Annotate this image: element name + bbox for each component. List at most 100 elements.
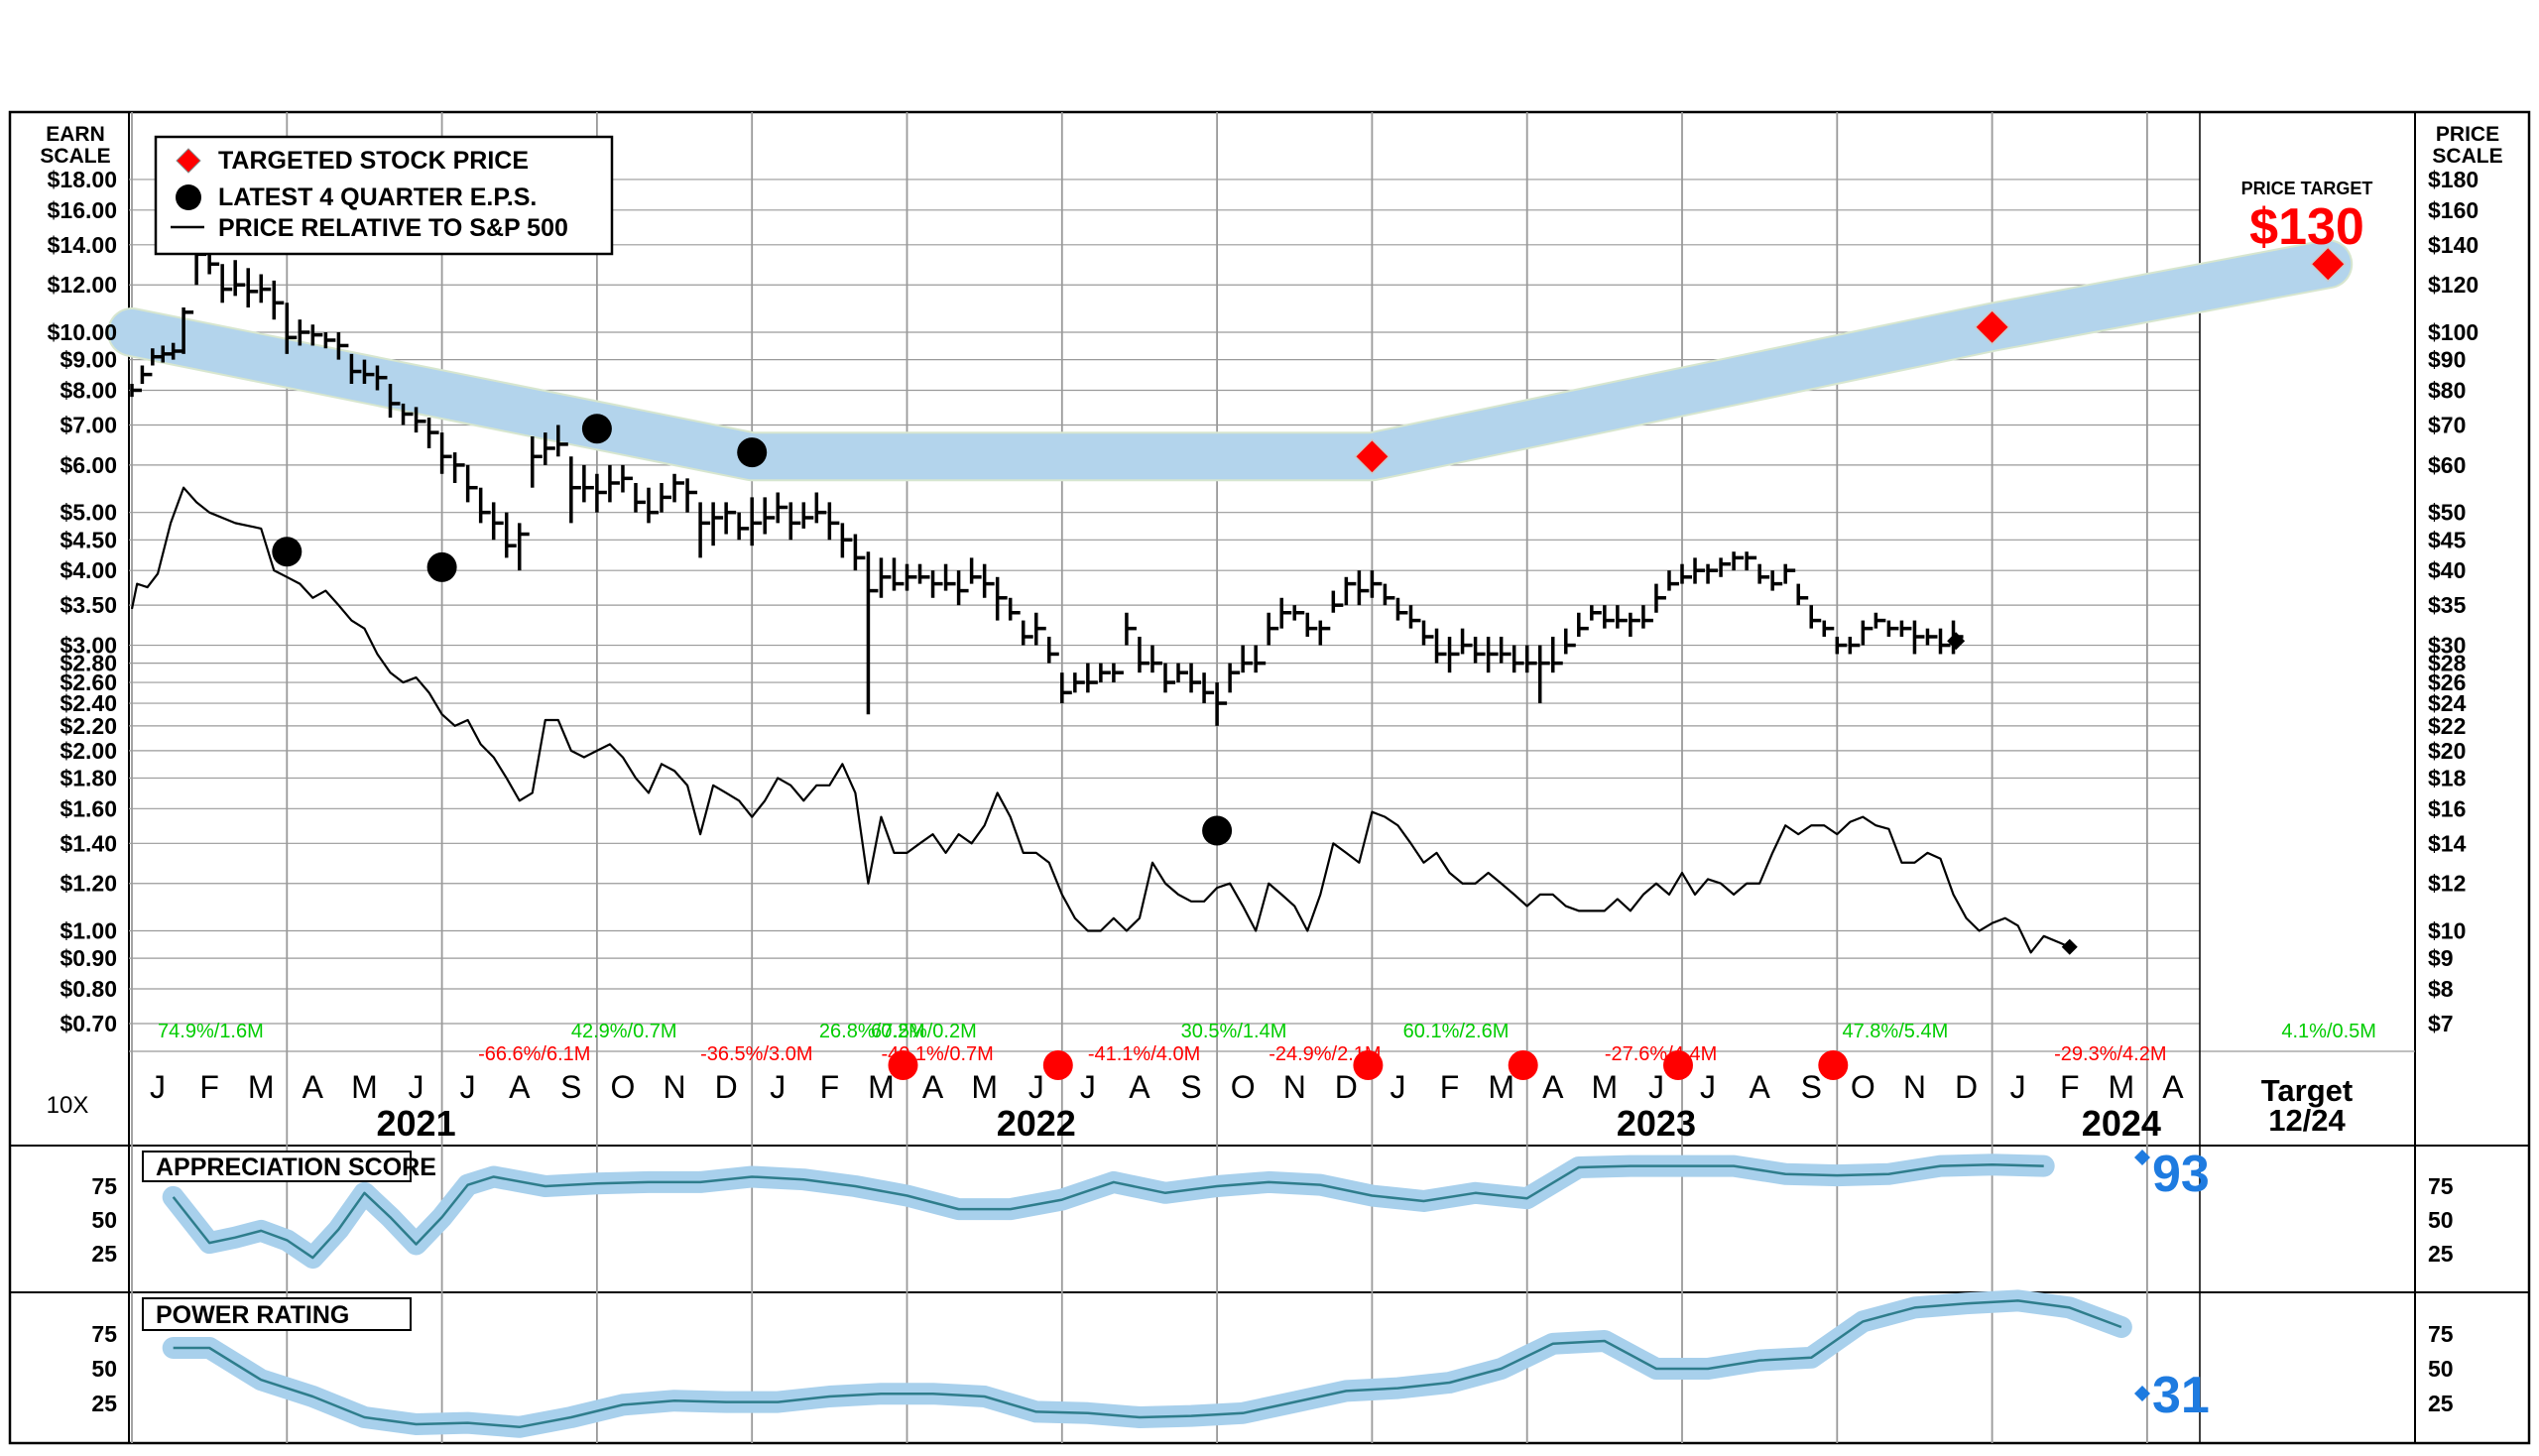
month-label: O: [1231, 1069, 1256, 1105]
price-bar: [439, 432, 452, 474]
month-label: D: [1955, 1069, 1978, 1105]
price-bar: [569, 456, 581, 524]
price-bar: [1370, 570, 1383, 598]
appreciation-score-title: APPRECIATION SCORE: [156, 1153, 436, 1181]
quarter-marker: [1508, 1050, 1538, 1080]
price-bar: [1099, 663, 1111, 683]
month-label: F: [2060, 1069, 2080, 1105]
price-bar: [220, 264, 233, 303]
left-tick-label: $1.20: [60, 871, 117, 897]
right-tick-label: $70: [2428, 412, 2466, 437]
volume-down-label: -36.5%/3.0M: [700, 1043, 812, 1065]
year-label: 2023: [1617, 1103, 1696, 1144]
right-tick-label: $90: [2428, 347, 2466, 373]
price-bar: [310, 324, 323, 346]
volume-down-label: -29.3%/4.2M: [2054, 1043, 2166, 1065]
price-bar: [1408, 605, 1421, 629]
scale-factor: 10X: [47, 1092, 89, 1119]
month-label: M: [1592, 1069, 1619, 1105]
month-label: F: [1440, 1069, 1460, 1105]
legend: TARGETED STOCK PRICE LATEST 4 QUARTER E.…: [154, 135, 614, 256]
price-bar: [1835, 636, 1848, 655]
price-bar: [1745, 551, 1757, 571]
month-label: J: [1028, 1069, 1044, 1105]
price-bar: [1680, 563, 1692, 584]
score-tick-right: 25: [2428, 1391, 2454, 1416]
price-bar: [1176, 663, 1189, 683]
left-tick-label: $10.00: [48, 319, 117, 345]
price-bar: [531, 435, 543, 488]
price-bar: [1305, 612, 1318, 637]
appreciation-title-box: [142, 1151, 412, 1182]
price-bar: [711, 502, 724, 546]
price-bar: [1047, 636, 1059, 664]
left-tick-label: $1.00: [60, 918, 117, 944]
legend-eps: LATEST 4 QUARTER E.P.S.: [218, 183, 537, 211]
score-tick-left: 25: [91, 1391, 117, 1416]
price-bar: [151, 348, 163, 366]
month-label: A: [1542, 1069, 1564, 1105]
quarter-marker: [1663, 1050, 1693, 1080]
price-bar: [621, 464, 633, 493]
price-bar: [1383, 583, 1395, 606]
price-bar: [1822, 620, 1835, 637]
axis-labels: $18.00 $16.00 $14.00 $12.00 $10.00$9.00 $8.00…: [48, 167, 2479, 1144]
price-bar: [776, 492, 788, 524]
price-bar: [647, 487, 659, 524]
month-label: O: [611, 1069, 636, 1105]
price-bar: [375, 365, 388, 391]
month-label: A: [302, 1069, 324, 1105]
price-bar: [582, 464, 594, 503]
left-tick-label: $6.00: [60, 452, 117, 478]
price-bar: [349, 353, 362, 385]
price-bar: [1060, 672, 1072, 704]
price-bar: [698, 502, 711, 558]
target-price-marker: [2310, 246, 2347, 283]
price-bar: [801, 502, 814, 529]
month-label: N: [663, 1069, 685, 1105]
price-bar: [323, 332, 336, 349]
quarter-marker: [1042, 1050, 1073, 1080]
price-bar: [943, 563, 956, 591]
price-bar: [1202, 672, 1215, 704]
left-tick-label: $2.20: [60, 713, 117, 739]
relative-line: [130, 486, 2071, 954]
target-price-marker: [1354, 438, 1390, 475]
price-bar: [1537, 645, 1550, 704]
right-tick-label: $18: [2428, 765, 2467, 790]
month-label: J: [1080, 1069, 1096, 1105]
price-scale-title-2: SCALE: [2432, 145, 2502, 168]
score-tick-left: 50: [91, 1356, 117, 1382]
eps-point: [737, 437, 768, 468]
volume-up-label: 67.5%/0.2M: [871, 1021, 977, 1042]
left-tick-label: $3.50: [60, 592, 117, 618]
price-bar: [1770, 570, 1783, 591]
right-tick-label: $22: [2428, 713, 2466, 739]
month-label: S: [1180, 1069, 1201, 1105]
price-bar: [1344, 576, 1357, 606]
left-tick-label: $0.70: [60, 1011, 117, 1036]
left-tick-label: $2.00: [60, 738, 117, 764]
price-bar: [724, 502, 737, 535]
right-tick-label: $12: [2428, 871, 2466, 897]
month-label: J: [2010, 1069, 2026, 1105]
score-line: [173, 1299, 2122, 1429]
volume-down-label: -66.6%/6.1M: [478, 1043, 590, 1065]
legend-box: [154, 135, 614, 256]
score-tick-right: 50: [2428, 1207, 2454, 1233]
score-tick-left: 50: [91, 1207, 117, 1233]
target-column-label: Target: [2261, 1073, 2353, 1108]
price-bar: [259, 274, 272, 303]
left-tick-label: $0.90: [60, 945, 117, 971]
price-bar: [246, 268, 259, 308]
price-bar: [1486, 636, 1499, 673]
month-label: M: [1488, 1069, 1514, 1105]
month-label: J: [770, 1069, 786, 1105]
price-bar: [788, 502, 801, 541]
targeted-price-legend-icon: [176, 148, 201, 174]
price-bar: [272, 280, 285, 320]
price-bar: [401, 403, 414, 425]
price-bar: [608, 464, 620, 503]
chart-grid: [129, 112, 2201, 1443]
target-price-band: [107, 239, 2354, 482]
